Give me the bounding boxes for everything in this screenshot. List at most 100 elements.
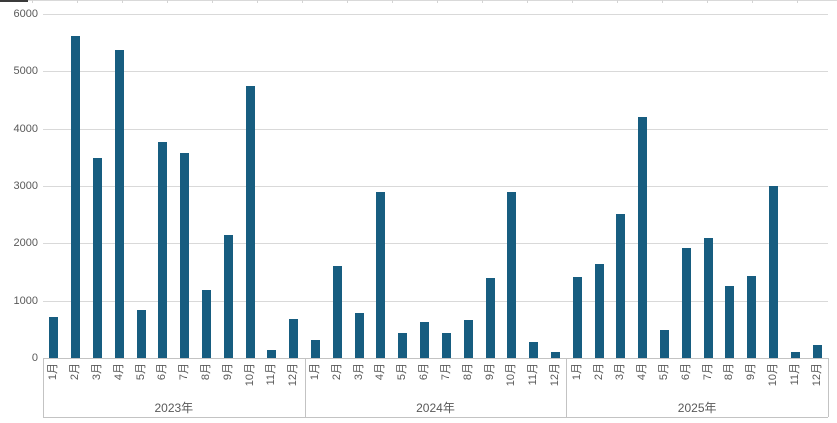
y-axis-tick-label: 0 — [31, 352, 38, 364]
bar-2024年-11月 — [529, 341, 539, 358]
month-label: 10月 — [505, 363, 518, 387]
month-label: 1月 — [309, 363, 322, 381]
year-separator-line — [566, 358, 568, 417]
month-label: 7月 — [701, 363, 714, 381]
month-label: 5月 — [134, 363, 147, 381]
bar-2024年-10月 — [507, 191, 517, 358]
month-label: 1月 — [570, 363, 583, 381]
month-label: 12月 — [810, 363, 823, 387]
year-separator-line — [43, 358, 44, 417]
month-label: 6月 — [156, 363, 169, 381]
month-label: 5月 — [396, 363, 409, 381]
bar-2024年-7月 — [441, 333, 451, 358]
bar-2024年-6月 — [420, 322, 430, 358]
year-separator-line — [828, 358, 829, 417]
month-label: 5月 — [657, 363, 670, 381]
bar-2025年-7月 — [703, 237, 713, 358]
year-label: 2023年 — [154, 401, 194, 415]
y-gridline — [43, 243, 828, 245]
month-label: 2月 — [69, 363, 82, 381]
month-label: 9月 — [745, 363, 758, 381]
sheet-column-border-tick — [616, 0, 618, 3]
y-gridline — [43, 71, 828, 73]
bar-2025年-9月 — [747, 276, 757, 358]
sheet-column-border-tick — [211, 0, 213, 3]
sheet-column-border-tick — [751, 0, 753, 3]
y-gridline — [43, 186, 828, 187]
bar-2023年-1月 — [49, 316, 59, 358]
sheet-column-border-tick — [481, 0, 483, 3]
month-label: 11月 — [788, 363, 801, 386]
bar-2024年-5月 — [398, 333, 408, 358]
month-label: 6月 — [679, 363, 692, 381]
sheet-column-border-tick — [166, 0, 168, 3]
bar-2023年-11月 — [267, 349, 277, 358]
month-label: 11月 — [265, 363, 278, 386]
bar-2025年-1月 — [572, 276, 582, 358]
month-label: 6月 — [418, 363, 431, 381]
bar-2024年-12月 — [550, 351, 560, 358]
bar-2023年-9月 — [223, 235, 233, 358]
bar-2024年-2月 — [332, 265, 342, 358]
bar-2025年-2月 — [594, 263, 604, 358]
bar-2023年-7月 — [180, 153, 190, 358]
sheet-column-border-tick — [436, 0, 438, 3]
sheet-column-border-tick — [661, 0, 663, 3]
bar-2025年-4月 — [638, 116, 648, 358]
month-label: 3月 — [614, 363, 627, 381]
year-separator-line — [304, 358, 306, 417]
month-label: 9月 — [221, 363, 234, 381]
sheet-column-border-tick — [256, 0, 258, 3]
y-axis-tick-label: 5000 — [13, 65, 38, 78]
month-label: 10月 — [766, 363, 779, 387]
y-axis-tick-label: 4000 — [13, 122, 38, 135]
bar-2024年-8月 — [463, 319, 473, 358]
bar-2024年-3月 — [354, 313, 364, 358]
month-label: 7月 — [439, 363, 452, 381]
bar-2025年-8月 — [725, 286, 735, 358]
bar-2023年-2月 — [71, 35, 81, 358]
sheet-column-border-tick — [796, 0, 798, 3]
month-label: 12月 — [287, 363, 300, 387]
month-label: 3月 — [91, 363, 103, 381]
sheet-column-border-tick — [31, 0, 33, 3]
y-axis-tick-label: 3000 — [13, 180, 38, 192]
month-label: 11月 — [527, 363, 540, 386]
month-label: 8月 — [723, 363, 736, 381]
bar-2023年-12月 — [289, 319, 299, 358]
sheet-column-border-tick — [346, 0, 348, 3]
month-label: 8月 — [200, 363, 213, 381]
month-label: 7月 — [178, 363, 191, 381]
bar-2025年-12月 — [812, 345, 822, 358]
bar-2025年-11月 — [790, 351, 800, 358]
sheet-column-border-tick — [526, 0, 528, 3]
bar-2023年-4月 — [114, 49, 124, 358]
bar-2025年-3月 — [616, 213, 626, 358]
bar-2024年-1月 — [311, 340, 321, 358]
axis-label-bottom-border — [43, 417, 828, 418]
bar-2025年-10月 — [768, 186, 778, 358]
bar-2023年-5月 — [136, 309, 146, 358]
sheet-column-border-tick — [391, 0, 393, 3]
month-label: 4月 — [374, 363, 387, 381]
y-axis-tick-label: 6000 — [13, 8, 38, 20]
bar-2023年-10月 — [245, 86, 255, 358]
sheet-column-border-tick — [571, 0, 573, 3]
bar-2023年-8月 — [202, 289, 212, 358]
x-axis-line — [43, 358, 828, 359]
sheet-cell-border-dark — [0, 0, 28, 2]
sheet-row-border — [0, 0, 837, 1]
y-axis-tick-label: 1000 — [13, 294, 38, 307]
month-label: 2月 — [592, 363, 605, 381]
sheet-column-border-tick — [301, 0, 303, 3]
sheet-column-border-tick — [76, 0, 78, 3]
bar-2025年-6月 — [681, 247, 691, 358]
y-axis-tick-label: 2000 — [13, 237, 38, 250]
bar-2023年-3月 — [93, 158, 102, 358]
y-gridline — [43, 300, 828, 302]
bar-2024年-9月 — [485, 277, 495, 358]
y-gridline — [43, 14, 828, 15]
month-label: 4月 — [636, 363, 649, 381]
month-label: 2月 — [330, 363, 343, 381]
